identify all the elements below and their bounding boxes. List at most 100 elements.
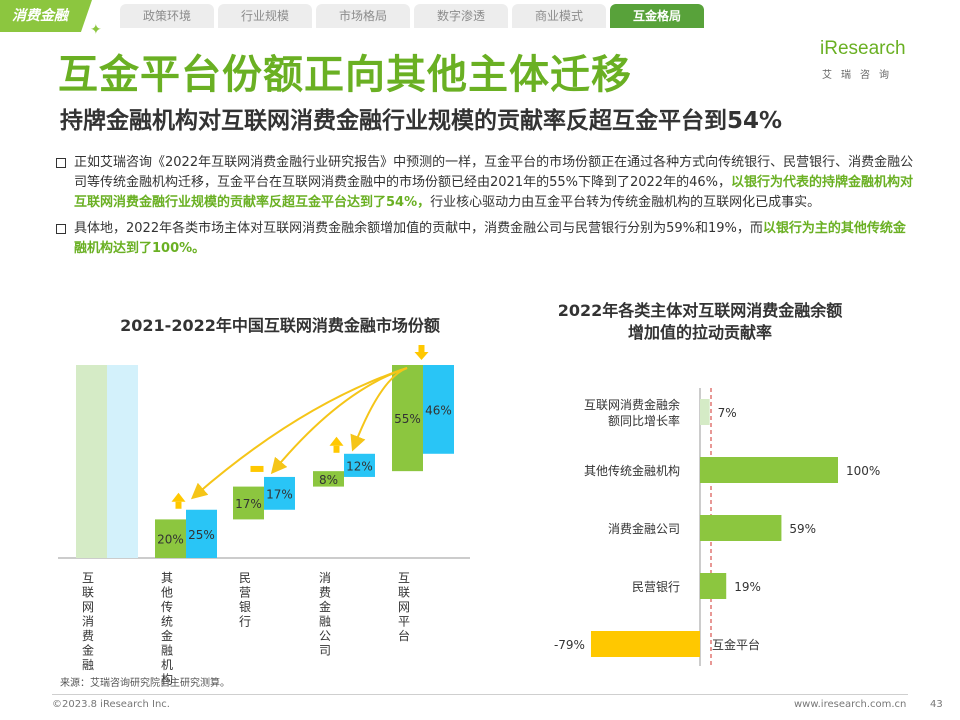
category-label-0-3: 消 [82,615,94,629]
category-label-0-4: 费 [82,629,94,643]
bar-2021-0 [76,365,107,558]
category-label-2-2: 银 [239,600,251,614]
bar-label-2022-1: 25% [188,528,215,542]
category-label-2-0: 民 [239,571,251,585]
category-label-3-4: 公 [319,629,331,643]
bar-label-2021-2: 17% [235,497,262,511]
category-label-0-0: 互 [82,571,94,585]
category-label-4-0: 互 [398,571,410,585]
tab-scale[interactable]: 行业规模 [218,4,312,28]
hbar-category-2: 消费金融公司 [608,521,680,536]
bar-2022-3 [344,453,375,477]
tab-digital[interactable]: 数字渗透 [414,4,508,28]
bar-label-2021-1: 20% [157,533,184,547]
increase-arrow-icon [329,436,344,446]
bar-2022-1 [186,509,217,558]
bar-label-2022-3: 12% [346,459,373,473]
footer-divider [52,694,908,695]
bar-label-2021-3: 8% [319,473,338,487]
hbar-category-1: 其他传统金融机构 [584,463,680,478]
category-label-1-1: 他 [161,586,173,600]
category-label-1-0: 其 [161,571,173,585]
tab-market[interactable]: 市场格局 [316,4,410,28]
hbar-1 [700,457,838,483]
migration-arrow-0 [190,367,408,500]
category-label-2-3: 行 [239,615,251,629]
category-label-4-4: 台 [398,628,410,643]
decrease-arrow-icon [414,352,429,360]
bar-2022-0 [107,365,138,558]
migration-arrow-1 [270,367,408,475]
logo-subtitle: 艾瑞咨询 [822,70,898,81]
bar-2021-2 [233,486,264,520]
category-label-4-1: 联 [398,586,410,600]
page-subtitle: 持牌金融机构对互联网消费金融行业规模的贡献率反超互金平台到54% [60,108,783,134]
category-label-1-4: 金 [161,628,173,643]
logo-name: iResearch [820,38,906,59]
page-number: 43 [930,699,943,710]
category-label-4-2: 网 [398,600,410,614]
bullet-square-icon [56,158,66,168]
bar-2021-4 [392,365,423,472]
increase-arrow-stem [175,501,182,509]
category-label-3-5: 司 [319,644,331,658]
tab-policy[interactable]: 政策环境 [120,4,214,28]
bar-2021-3 [313,471,344,487]
hbar-2 [700,515,782,541]
iresearch-logo: iResearch 艾瑞咨询 [820,38,930,86]
page-title: 互金平台份额正向其他主体迁移 [58,52,632,98]
bar-2022-2 [264,476,295,510]
hbar-category-3: 民营银行 [632,580,680,594]
bar-label-2022-4: 46% [425,403,452,417]
section-tag: 消费金融 [0,0,92,32]
chart1-title: 2021-2022年中国互联网消费金融市场份额 [120,316,440,335]
hbar-category-0-b: 额同比增长率 [608,413,680,428]
website: www.iresearch.com.cn [794,699,907,710]
category-label-0-2: 网 [82,600,94,614]
bullet-list: 正如艾瑞咨询《2022年互联网消费金融行业研究报告》中预测的一样，互金平台的市场… [54,153,914,265]
decrease-arrow-stem [418,345,425,352]
hbar-3 [700,573,727,599]
tab-business[interactable]: 商业模式 [512,4,606,28]
category-label-4-3: 平 [398,615,410,629]
section-tabs: 政策环境 行业规模 市场格局 数字渗透 商业模式 互金格局 [120,4,708,28]
hbar-4 [590,631,700,657]
hbar-value-1: 100% [846,464,880,478]
bullet-item-1: 正如艾瑞咨询《2022年互联网消费金融行业研究报告》中预测的一样，互金平台的市场… [54,153,914,213]
category-label-3-3: 融 [319,615,331,629]
sparkle-icon: ✦ [90,22,102,38]
category-label-3-2: 金 [319,599,331,614]
increase-arrow-icon [171,492,186,502]
category-label-0-1: 联 [82,586,94,600]
increase-arrow-stem [333,445,340,453]
category-label-1-5: 融 [161,644,173,658]
hbar-category-0-a: 互联网消费金融余 [584,397,680,412]
category-label-1-3: 统 [161,615,173,629]
copyright: ©2023.8 iResearch Inc. [52,699,170,710]
bullet-square-icon [56,224,66,234]
bar-2021-1 [155,519,186,558]
category-label-0-6: 融 [82,658,94,672]
flat-marker-icon [250,465,264,472]
bar-label-2021-4: 55% [394,412,421,426]
hbar-category-4: 互金平台 [712,637,760,652]
hbar-value-2: 59% [789,522,816,536]
bar-2022-4 [423,365,454,454]
hbar-value-4: -79% [554,638,585,652]
category-label-1-2: 传 [161,599,173,614]
tab-fintech[interactable]: 互金格局 [610,4,704,28]
bullet-item-2: 具体地，2022年各类市场主体对互联网消费金融余额增加值的贡献中，消费金融公司与… [54,219,914,259]
hbar-value-0: 7% [718,406,737,420]
bar-label-2022-2: 17% [266,487,293,501]
hbar-0 [700,399,710,425]
category-label-1-6: 机 [161,658,173,672]
category-label-3-1: 费 [319,586,331,600]
category-label-1-7: 构 [161,672,173,687]
chart2-title: 2022年各类主体对互联网消费金融余额 增加值的拉动贡献率 [557,301,843,342]
category-label-2-1: 营 [239,586,251,600]
category-label-0-5: 金 [82,643,94,658]
migration-arrow-2 [350,367,408,452]
source-note: 来源：艾瑞咨询研究院自主研究测算。 [60,678,230,689]
category-label-3-0: 消 [319,571,331,585]
